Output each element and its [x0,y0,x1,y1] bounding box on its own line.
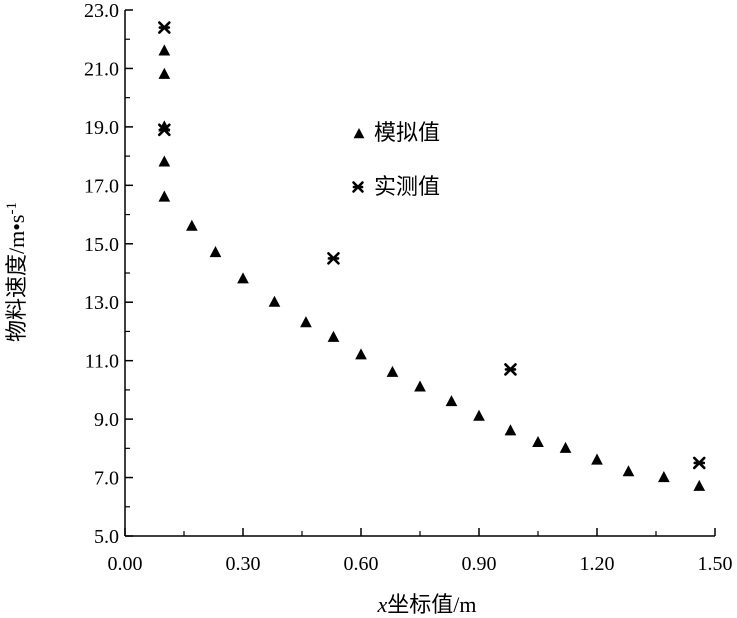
data-point-simulated [158,155,171,167]
data-point-simulated [158,44,171,56]
y-tick-label: 15.0 [84,234,119,256]
data-point-simulated [237,272,249,284]
data-point-simulated [300,316,312,328]
data-point-simulated [186,219,198,231]
data-point-simulated [559,441,572,453]
x-axis-variable: x [377,592,388,617]
y-tick-label: 7.0 [94,468,119,490]
y-tick-label: 13.0 [84,292,119,314]
data-point-simulated [504,424,517,436]
legend-star-shape [352,181,364,193]
legend-triangle-marker [353,128,365,139]
axes [124,10,715,537]
data-point-simulated [327,330,340,342]
data-point-simulated [693,479,706,491]
y-axis-title: 物料速度/m•s-1 [4,202,29,342]
x-tick-label: 1.50 [698,553,733,575]
y-axis-superscript: -1 [4,202,20,215]
y-tick-label: 23.0 [84,0,119,22]
data-point-simulated [158,190,171,202]
legend-label-simulated: 模拟值 [374,120,440,145]
data-point-simulated [445,395,458,407]
y-tick-label: 21.0 [84,58,119,80]
data-point-measured [158,123,171,137]
y-tick-label: 19.0 [84,117,119,139]
legend: 模拟值 实测值 [352,120,440,199]
x-tick-label: 0.60 [344,553,379,575]
legend-triangle-shape [353,128,365,139]
data-point-simulated [355,348,367,360]
data-point-simulated [622,465,635,477]
data-point-simulated [591,453,603,465]
x-axis-title: x坐标值/m [377,592,477,617]
y-tick-label: 17.0 [84,175,119,197]
data-point-simulated [532,435,544,448]
legend-star-marker [352,181,364,193]
y-tick-label: 5.0 [94,526,119,548]
data-points [158,21,706,491]
data-point-measured [504,363,517,376]
data-point-simulated [414,380,426,392]
data-point-simulated [158,67,171,79]
y-tick-label: 9.0 [94,409,119,431]
data-point-simulated [268,295,281,307]
x-tick-label: 1.20 [580,553,615,575]
y-axis-label: 物料速度/m•s [4,215,29,343]
data-point-simulated [386,365,399,377]
data-point-measured [692,456,706,470]
legend-label-measured: 实测值 [374,174,440,199]
x-axis-label: 坐标值/m [387,592,476,617]
x-ticks: 0.00 0.30 0.60 0.90 1.20 1.50 [108,528,733,575]
data-point-simulated [658,471,670,483]
data-point-measured [327,252,340,265]
x-tick-label: 0.30 [226,553,261,575]
data-point-measured [158,21,171,34]
data-point-simulated [209,246,222,258]
x-tick-label: 0.00 [108,553,143,575]
data-point-simulated [473,409,485,421]
y-ticks: 5.0 7.0 9.0 11.0 13.0 15.0 17.0 19.0 21.0 23.0 [84,0,133,548]
x-tick-label: 0.90 [462,553,497,575]
y-tick-label: 11.0 [85,351,119,373]
